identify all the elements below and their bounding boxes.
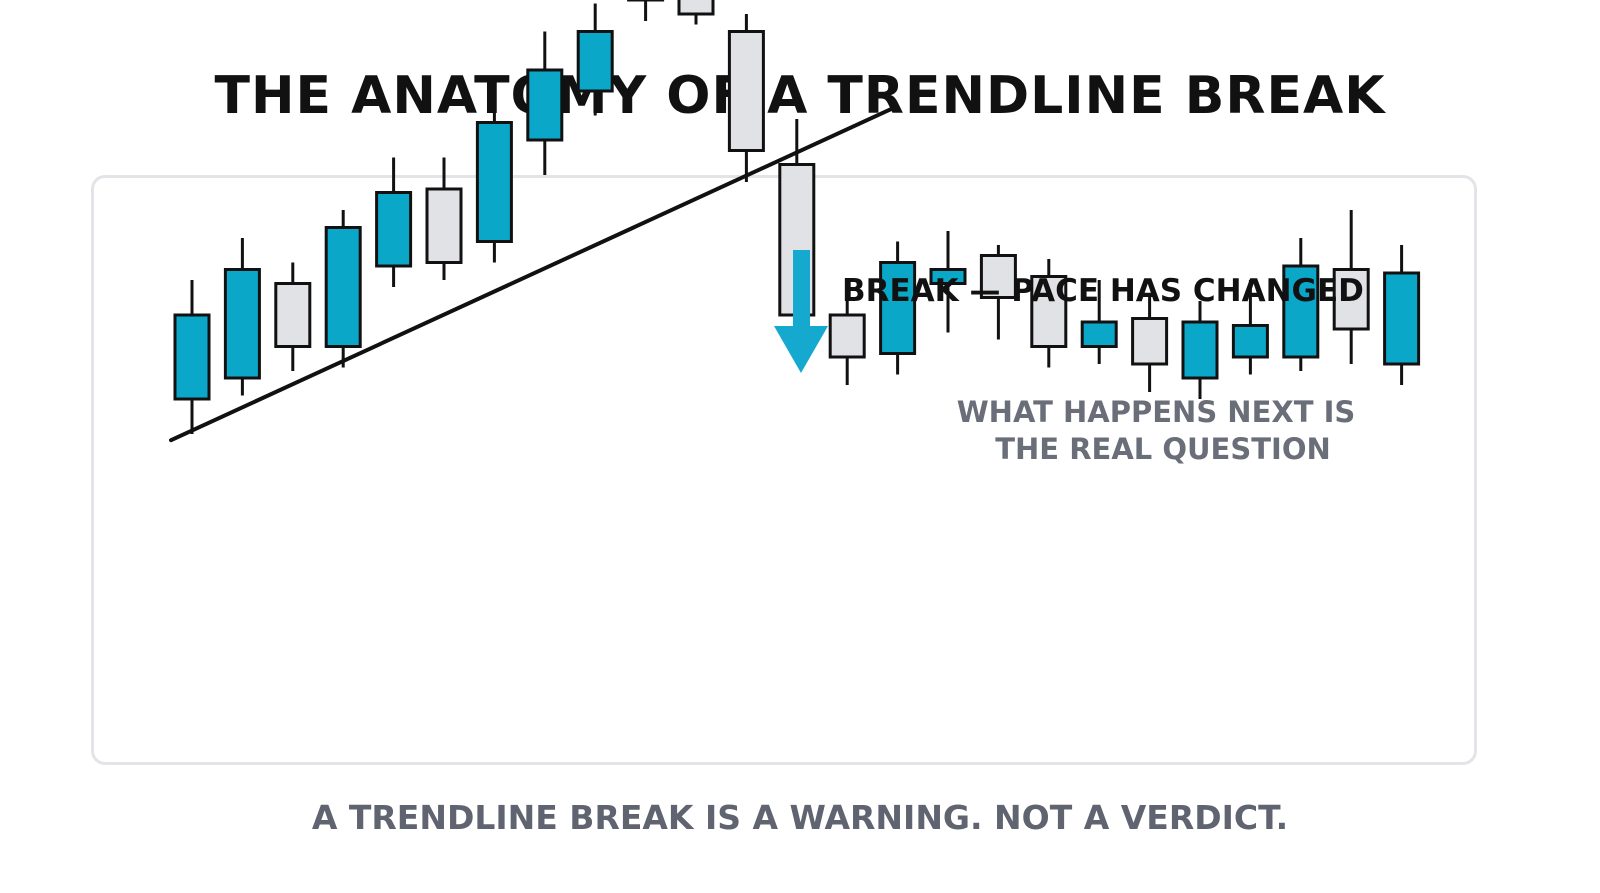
- candle-body: [1282, 264, 1320, 359]
- question-label-line1: WHAT HAPPENS NEXT IS: [957, 395, 1356, 429]
- candle-body: [1080, 320, 1118, 348]
- candle-body: [375, 191, 413, 268]
- candle: [1181, 301, 1219, 399]
- candle: [1383, 245, 1421, 385]
- candle: [828, 290, 866, 385]
- candle-body: [677, 0, 715, 16]
- candle: [1231, 280, 1269, 375]
- candle: [375, 157, 413, 287]
- candle-body: [1181, 320, 1219, 380]
- candle: [223, 238, 261, 396]
- candle-body: [1332, 268, 1370, 331]
- break-label: BREAK — PACE HAS CHANGED: [842, 273, 1364, 309]
- break-arrow-icon: [774, 250, 828, 373]
- footer-caption: A TRENDLINE BREAK IS A WARNING. NOT A VE…: [311, 798, 1289, 837]
- candle-body: [1030, 275, 1068, 348]
- candle: [475, 91, 513, 263]
- candle: [677, 0, 715, 25]
- candle: [979, 245, 1017, 340]
- page-title: THE ANATOMY OF A TRENDLINE BREAK: [214, 66, 1386, 126]
- candle-body: [929, 268, 967, 285]
- candle-body: [1231, 324, 1269, 359]
- candle-body: [173, 313, 211, 401]
- candle-body: [1131, 317, 1169, 366]
- candle: [1282, 238, 1320, 371]
- candle-body: [1383, 271, 1421, 366]
- candle: [173, 280, 211, 434]
- candles-layer: [173, 0, 1421, 434]
- candle-body: [425, 187, 463, 264]
- candle-body: [828, 313, 866, 359]
- candle-body: [223, 268, 261, 380]
- candle: [879, 241, 917, 375]
- candle-body: [475, 121, 513, 243]
- candle: [1080, 280, 1118, 364]
- candle: [274, 262, 312, 371]
- candle-body: [576, 30, 614, 93]
- candle: [526, 31, 564, 175]
- candle: [1131, 294, 1169, 392]
- candle: [576, 3, 614, 116]
- candle-body: [979, 254, 1017, 299]
- question-label-line2: THE REAL QUESTION: [995, 432, 1331, 466]
- candle: [1030, 259, 1068, 368]
- candle-body: [727, 30, 765, 152]
- candle: [627, 0, 665, 21]
- candle: [929, 231, 967, 333]
- candle: [324, 210, 362, 368]
- trendline: [169, 104, 898, 443]
- candle-body: [879, 261, 917, 355]
- candle-body: [526, 68, 564, 142]
- candle-body: [324, 226, 362, 348]
- candle: [425, 157, 463, 280]
- candle: [727, 14, 765, 182]
- candle: [1332, 210, 1370, 364]
- candle-body: [274, 282, 312, 348]
